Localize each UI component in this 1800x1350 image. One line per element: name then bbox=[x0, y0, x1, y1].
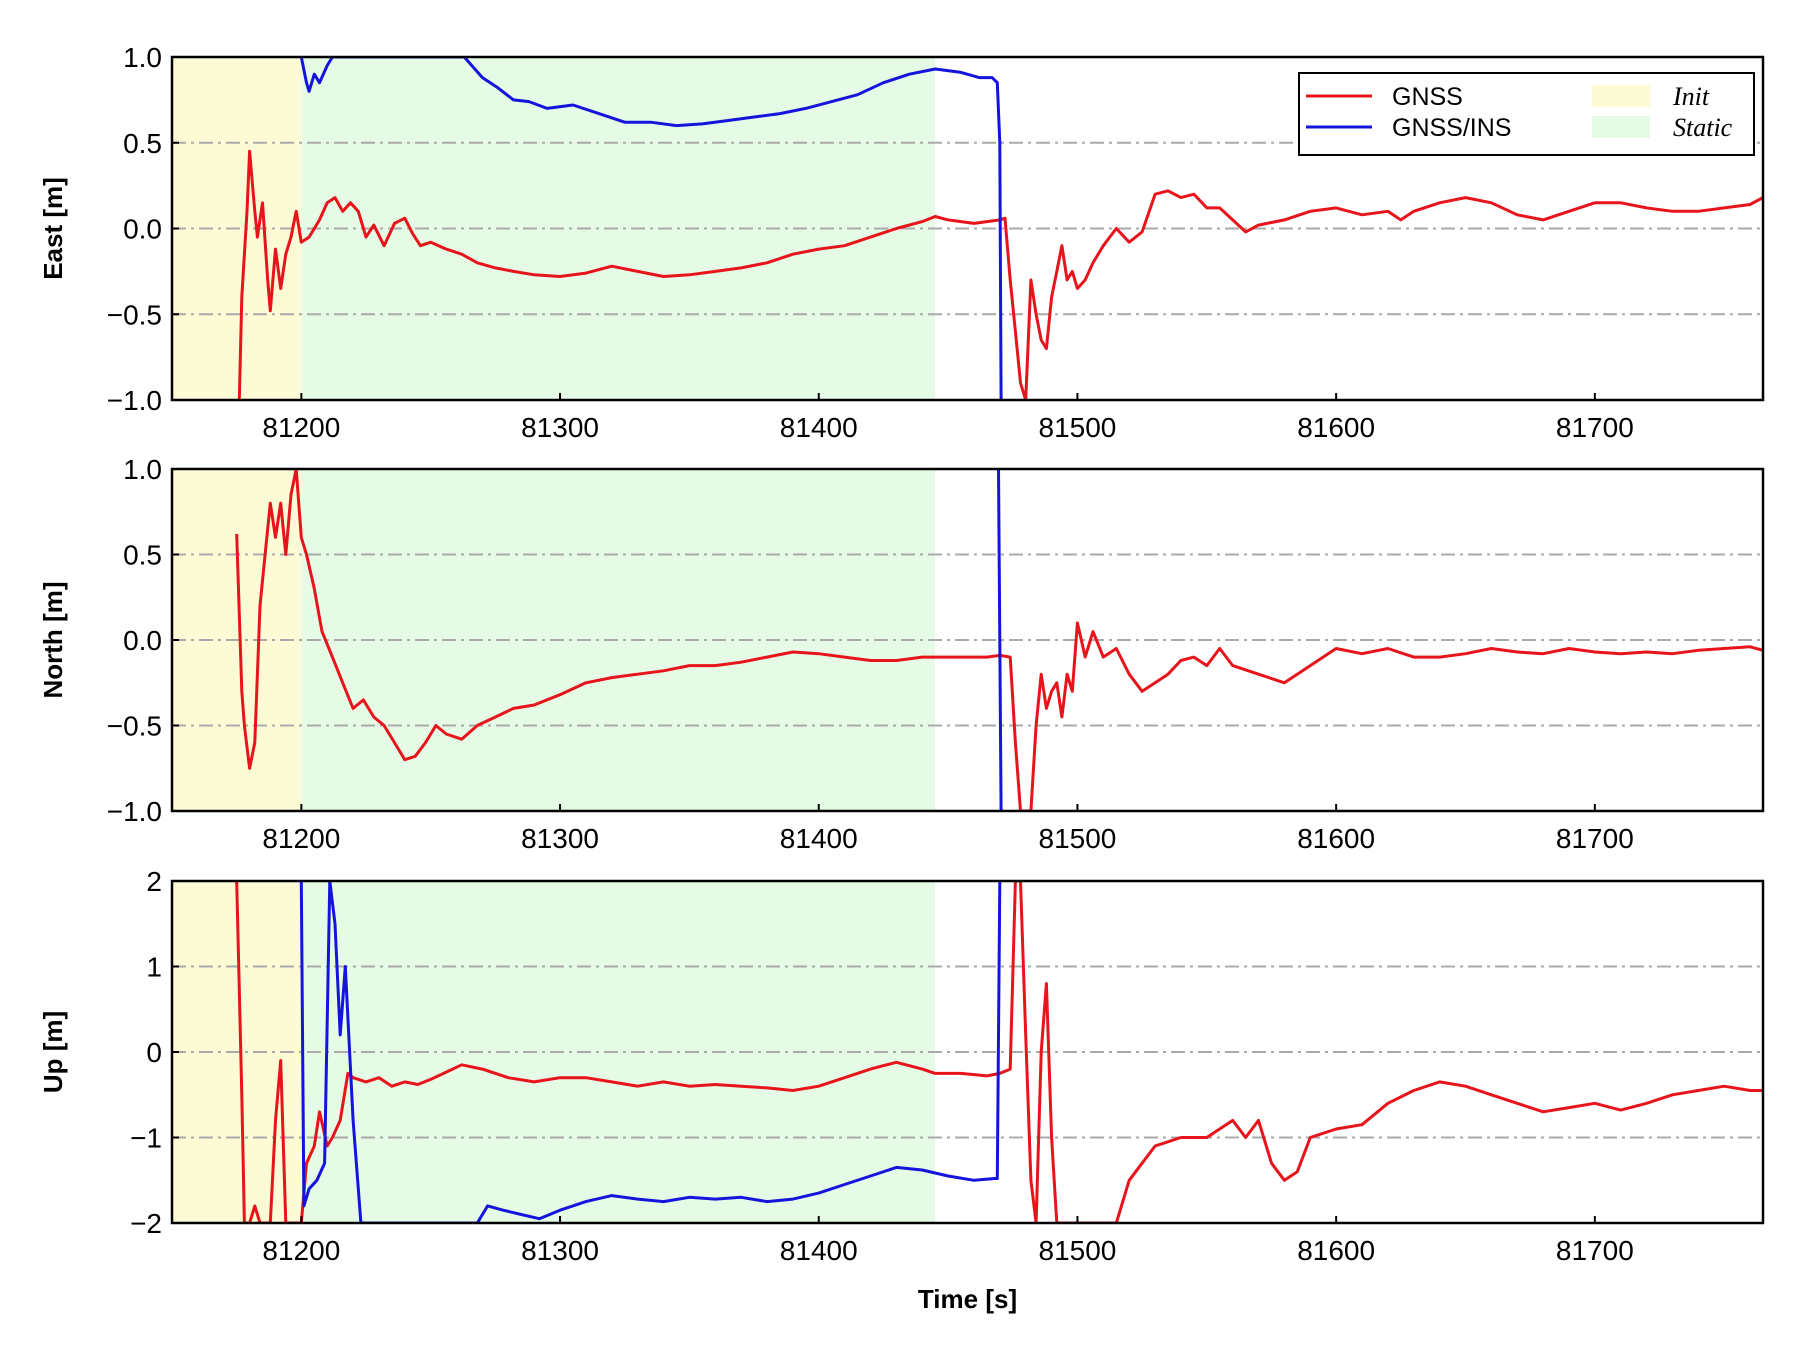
y-tick-label: −0.5 bbox=[107, 299, 162, 330]
gnss-line bbox=[237, 149, 1763, 400]
gnss-ins-line bbox=[997, 469, 1003, 811]
init-legend-label: Init bbox=[1672, 82, 1710, 111]
gnss-line bbox=[235, 469, 1763, 811]
init-legend-swatch bbox=[1592, 85, 1650, 107]
legend-box bbox=[1298, 72, 1755, 156]
y-tick-label: −0.5 bbox=[107, 711, 162, 742]
x-tick-label: 81600 bbox=[1297, 412, 1375, 443]
x-tick-label: 81700 bbox=[1556, 412, 1634, 443]
y-tick-label: −1.0 bbox=[107, 385, 162, 416]
static-legend-label: Static bbox=[1673, 113, 1733, 142]
x-tick-label: 81400 bbox=[780, 823, 858, 854]
x-tick-label: 81400 bbox=[780, 1235, 858, 1266]
x-axis-label: Time [s] bbox=[918, 1284, 1017, 1314]
x-tick-label: 81400 bbox=[780, 412, 858, 443]
y-axis-label: East [m] bbox=[38, 177, 68, 280]
x-tick-label: 81500 bbox=[1039, 1235, 1117, 1266]
panel-2: −1.0 −0.5 0.0 0.5 1.0 81200 81300 81400 81500 816… bbox=[38, 454, 1765, 854]
x-tick-label: 81500 bbox=[1039, 823, 1117, 854]
x-tick-label: 81200 bbox=[262, 1235, 340, 1266]
gnss-legend-label: GNSS bbox=[1392, 83, 1463, 111]
y-tick-label: 1.0 bbox=[123, 454, 162, 485]
x-tick-label: 81200 bbox=[262, 823, 340, 854]
y-tick-label: 0.0 bbox=[123, 625, 162, 656]
x-tick-label: 81300 bbox=[521, 412, 599, 443]
x-tick-label: 81200 bbox=[262, 412, 340, 443]
y-tick-label: −2 bbox=[130, 1208, 162, 1239]
y-axis-label: North [m] bbox=[38, 582, 68, 699]
panel-1: −1.0 −0.5 0.0 0.5 1.0 81200 81300 81400 81500 816… bbox=[38, 42, 1765, 443]
gnss-ins-line bbox=[299, 57, 1003, 400]
y-tick-label: 1.0 bbox=[123, 42, 162, 73]
y-tick-label: 0.5 bbox=[123, 128, 162, 159]
x-tick-label: 81700 bbox=[1556, 1235, 1634, 1266]
y-tick-label: 0.5 bbox=[123, 540, 162, 571]
y-tick-label: 0.0 bbox=[123, 214, 162, 245]
y-tick-label: 1 bbox=[146, 952, 162, 983]
y-tick-label: 0 bbox=[146, 1037, 162, 1068]
y-tick-label: 2 bbox=[146, 866, 162, 897]
gnss-ins-line bbox=[299, 881, 1002, 1223]
static-legend-swatch bbox=[1592, 116, 1650, 138]
x-tick-label: 81300 bbox=[521, 1235, 599, 1266]
gnss-ins-legend-label: GNSS/INS bbox=[1392, 114, 1511, 142]
x-tick-label: 81700 bbox=[1556, 823, 1634, 854]
x-tick-label: 81500 bbox=[1039, 412, 1117, 443]
x-tick-label: 81300 bbox=[521, 823, 599, 854]
x-tick-label: 81600 bbox=[1297, 1235, 1375, 1266]
y-axis-label: Up [m] bbox=[38, 1011, 68, 1093]
y-tick-label: −1 bbox=[130, 1123, 162, 1154]
panel-3: −2 −1 0 1 2 81200 81300 81400 81500 81600 81700 Up … bbox=[38, 866, 1765, 1266]
x-tick-label: 81600 bbox=[1297, 823, 1375, 854]
gnss-line bbox=[235, 881, 1763, 1223]
y-tick-label: −1.0 bbox=[107, 796, 162, 827]
